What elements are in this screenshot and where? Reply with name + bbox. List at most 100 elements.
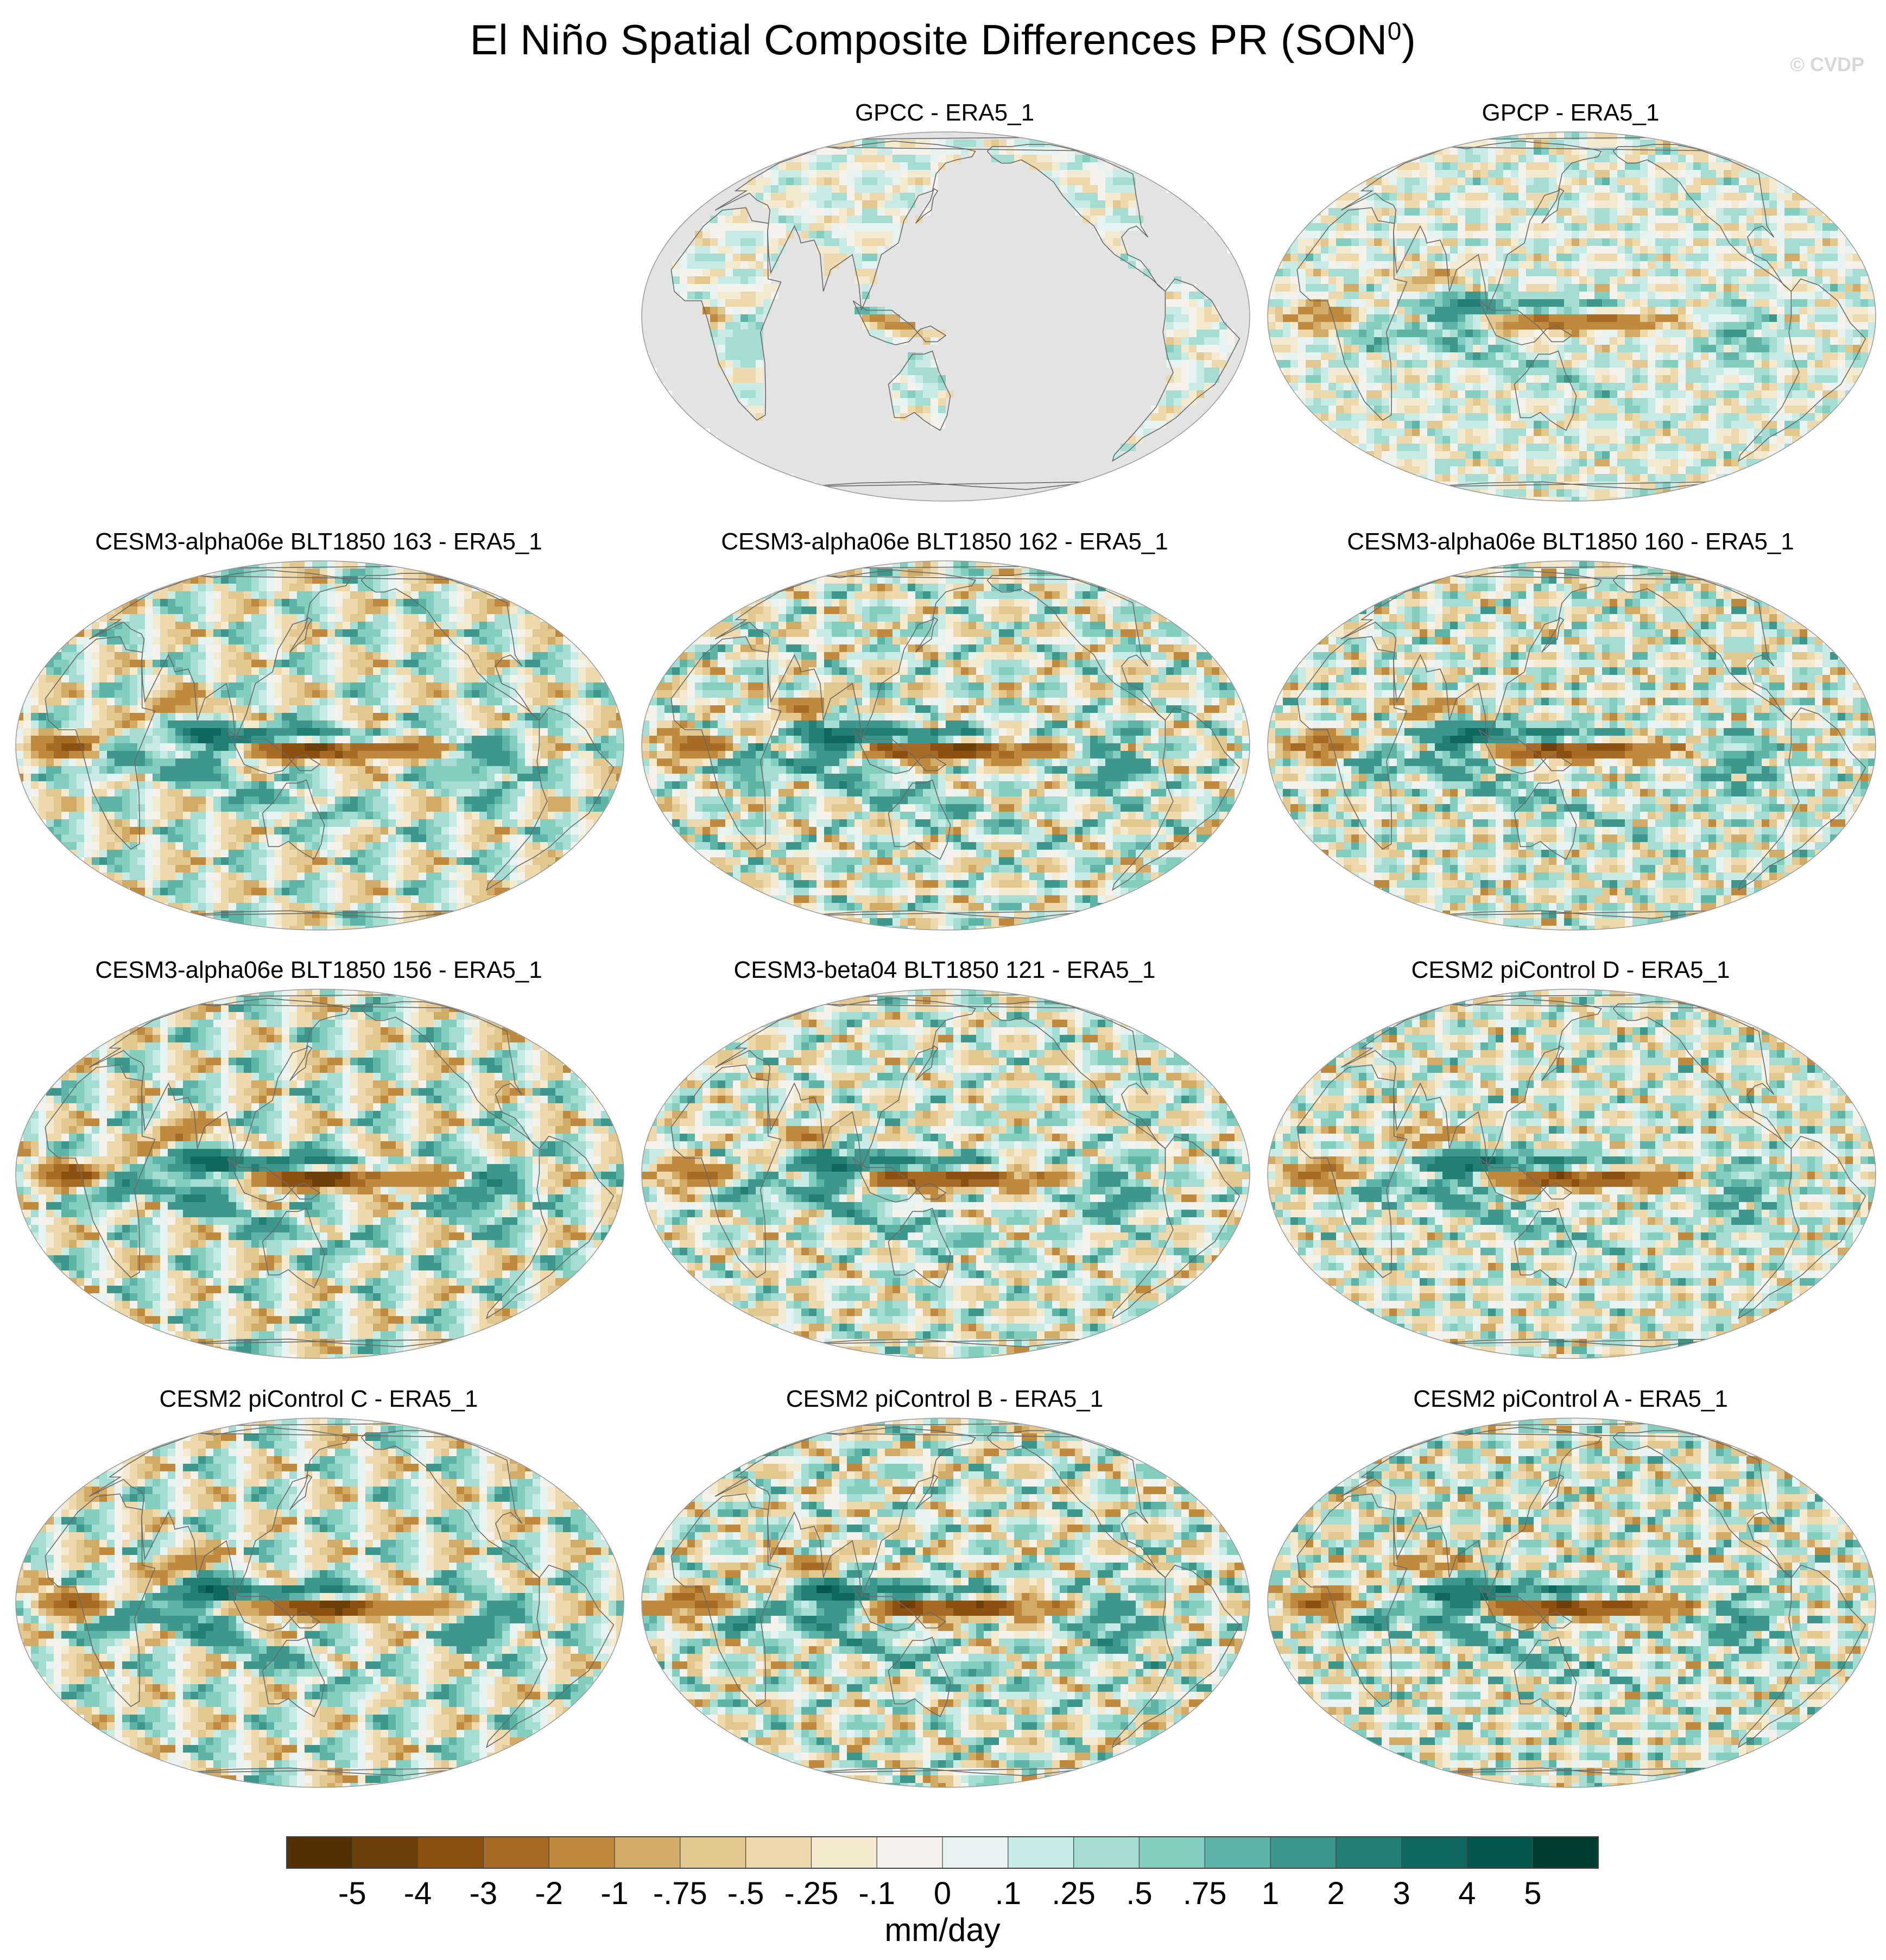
field-cell — [817, 307, 825, 315]
field-cell — [1617, 269, 1625, 277]
field-cell — [1534, 200, 1542, 208]
field-cell — [885, 390, 893, 399]
field-cell — [923, 398, 931, 406]
field-cell — [969, 299, 977, 307]
field-cell — [1518, 216, 1527, 224]
field-cell — [710, 246, 718, 254]
field-cell — [1518, 337, 1527, 345]
field-cell — [1549, 292, 1557, 300]
field-cell — [1007, 200, 1015, 208]
field-cell — [1321, 314, 1329, 323]
field-cell — [1655, 307, 1663, 315]
field-cell — [1105, 276, 1113, 284]
field-cell — [839, 444, 847, 452]
field-cell — [1420, 292, 1428, 300]
field-cell — [680, 231, 688, 239]
field-cell — [1640, 193, 1648, 201]
field-cell — [1655, 254, 1663, 262]
field-cell — [999, 254, 1007, 262]
field-cell — [725, 413, 733, 421]
field-cell — [969, 284, 977, 292]
field-cell — [680, 292, 688, 300]
field-cell — [1556, 223, 1565, 231]
field-cell — [1534, 193, 1542, 201]
field-cell — [1328, 299, 1337, 307]
field-cell — [1701, 223, 1709, 231]
field-cell — [908, 170, 916, 178]
field-cell — [1602, 170, 1610, 178]
field-cell — [718, 208, 726, 216]
field-cell — [1587, 185, 1595, 193]
field-cell — [1541, 200, 1549, 208]
field-cell — [969, 360, 977, 368]
field-cell — [1128, 375, 1136, 383]
field-cell — [1105, 193, 1113, 201]
field-cell — [1594, 193, 1603, 201]
field-cell — [991, 269, 999, 277]
field-cell — [1045, 451, 1053, 459]
field-cell — [1716, 208, 1724, 216]
field-cell — [1389, 322, 1397, 330]
field-cell — [1769, 200, 1777, 208]
field-cell — [1822, 284, 1831, 292]
field-cell — [915, 200, 923, 208]
field-cell — [1174, 200, 1182, 208]
field-cell — [1412, 185, 1420, 193]
field-cell — [756, 345, 764, 353]
field-cell — [1298, 337, 1306, 345]
field-cell — [923, 368, 931, 376]
field-cell — [1822, 254, 1831, 262]
map-panel-gpcp — [1267, 131, 1876, 502]
field-cell — [1830, 261, 1838, 269]
field-cell — [1473, 330, 1481, 338]
field-cell — [1083, 444, 1091, 452]
field-cell — [870, 200, 878, 208]
field-cell — [855, 352, 863, 361]
field-cell — [695, 406, 703, 414]
field-cell — [1121, 451, 1129, 459]
field-cell — [991, 345, 999, 353]
field-cell — [1746, 322, 1755, 330]
field-cell — [870, 352, 878, 361]
field-cell — [900, 193, 908, 201]
field-cell — [1442, 261, 1451, 269]
field-cell — [1549, 193, 1557, 201]
field-cell — [877, 155, 885, 163]
field-cell — [1670, 170, 1679, 178]
field-cell — [1594, 208, 1603, 216]
field-cell — [961, 398, 969, 406]
field-cell — [1412, 292, 1420, 300]
field-cell — [1587, 140, 1595, 148]
field-cell — [1496, 200, 1504, 208]
field-cell — [1739, 269, 1747, 277]
field-cell — [718, 413, 726, 421]
field-cell — [1518, 284, 1527, 292]
field-cell — [1435, 276, 1443, 284]
field-cell — [976, 261, 984, 269]
field-cell — [1022, 299, 1030, 307]
field-cell — [991, 444, 999, 452]
field-cell — [809, 216, 817, 224]
field-cell — [1174, 223, 1182, 231]
field-cell — [1670, 231, 1679, 239]
field-cell — [1389, 170, 1397, 178]
field-cell — [915, 368, 923, 376]
field-cell — [1518, 200, 1527, 208]
panel-title-picontrol-b: CESM2 piControl B - ERA5_1 — [632, 1386, 1257, 1413]
field-cell — [999, 459, 1007, 467]
field-cell — [801, 444, 809, 452]
field-cell — [1113, 299, 1121, 307]
field-cell — [938, 170, 946, 178]
field-cell — [1815, 238, 1823, 246]
field-cell — [1549, 162, 1557, 170]
field-cell — [725, 406, 733, 414]
field-cell — [877, 406, 885, 414]
field-cell — [1838, 254, 1846, 262]
field-cell — [1670, 330, 1679, 338]
field-cell — [1166, 444, 1174, 452]
field-cell — [1037, 428, 1045, 437]
field-cell — [1435, 314, 1443, 323]
field-cell — [1098, 254, 1106, 262]
field-cell — [1838, 261, 1846, 269]
field-cell — [900, 322, 908, 330]
